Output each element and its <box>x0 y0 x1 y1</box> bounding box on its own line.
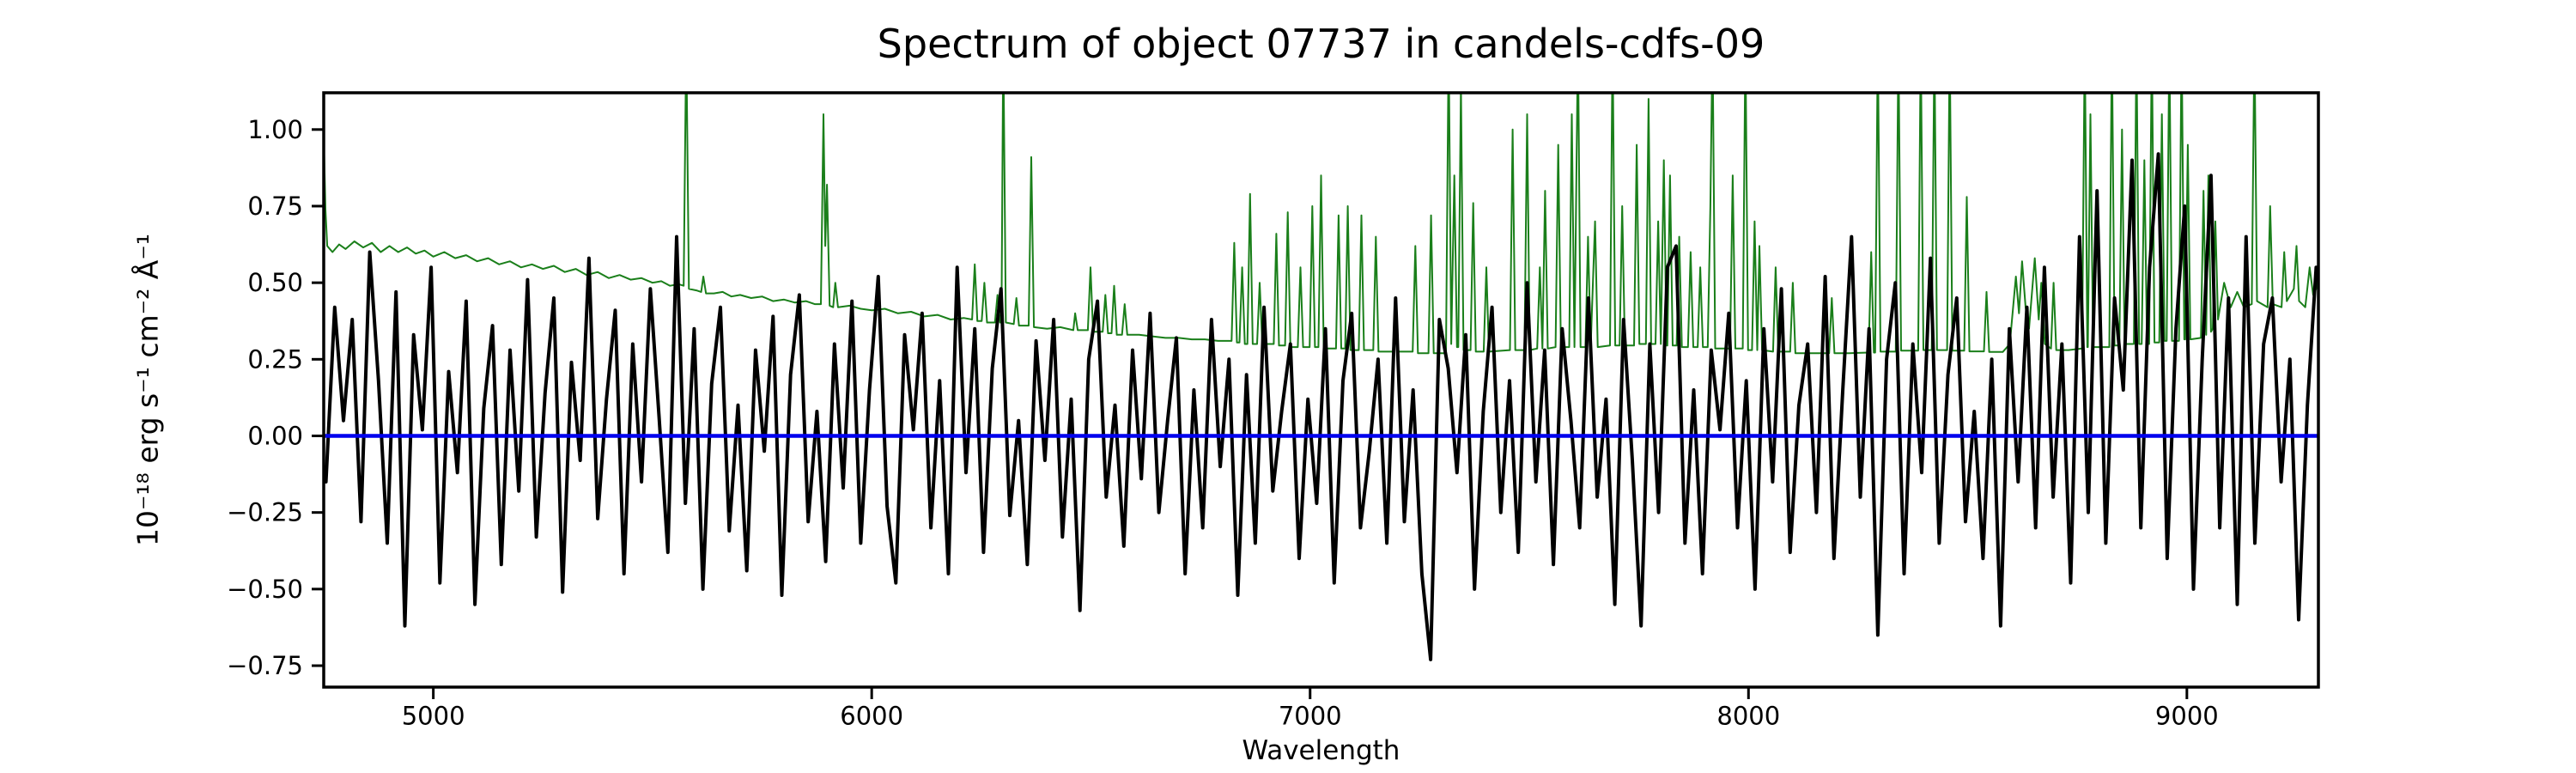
y-tick-label: 0.00 <box>247 422 303 451</box>
y-tick-label: −0.25 <box>227 498 303 527</box>
x-tick-label: 8000 <box>1716 702 1780 731</box>
y-tick-label: 0.50 <box>247 268 303 297</box>
object-spectrum-line <box>324 152 2318 661</box>
y-tick-label: 0.25 <box>247 344 303 374</box>
data-series-group <box>324 93 2318 661</box>
chart-title: Spectrum of object 07737 in candels-cdfs… <box>877 21 1765 67</box>
x-tick-label: 9000 <box>2155 702 2219 731</box>
x-tick-label: 5000 <box>402 702 465 731</box>
y-tick-label: 1.00 <box>247 115 303 144</box>
y-axis-label: 10⁻¹⁸ erg s⁻¹ cm⁻² Å⁻¹ <box>131 233 165 547</box>
y-tick-label: −0.50 <box>227 575 303 604</box>
y-tick-label: 0.75 <box>247 192 303 221</box>
x-tick-label: 7000 <box>1279 702 1342 731</box>
x-axis-label: Wavelength <box>1242 735 1400 766</box>
sky-spectrum-line <box>324 93 2318 355</box>
y-tick-label: −0.75 <box>227 651 303 680</box>
x-tick-label: 6000 <box>840 702 903 731</box>
axes-frame <box>322 91 2320 689</box>
